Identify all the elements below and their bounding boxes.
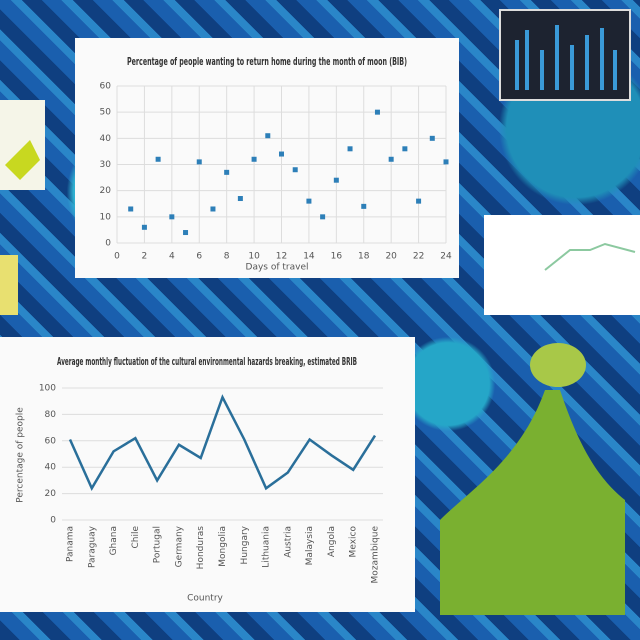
point xyxy=(183,230,189,236)
x-tick-label: Hungary xyxy=(240,525,250,564)
x-tick-label: Lithuania xyxy=(262,526,272,568)
x-tick-label: 24 xyxy=(440,252,452,262)
y-tick-label: 0 xyxy=(50,516,56,526)
x-tick-label: Panama xyxy=(66,526,76,562)
point xyxy=(320,214,326,220)
x-tick-label: 14 xyxy=(303,252,315,262)
point xyxy=(333,177,339,183)
small-panel xyxy=(484,215,640,315)
left-shape xyxy=(5,140,40,180)
x-tick-label: Mozambique xyxy=(371,526,381,584)
y-tick-label: 80 xyxy=(45,410,57,420)
point xyxy=(429,135,435,141)
x-tick-label: 12 xyxy=(276,252,287,262)
x-tick-label: 10 xyxy=(248,252,260,262)
x-tick-label: Mexico xyxy=(349,526,359,558)
y-tick-label: 20 xyxy=(45,489,57,499)
y-tick-label: 60 xyxy=(45,436,57,446)
y-tick-label: 50 xyxy=(100,108,112,118)
x-tick-label: 0 xyxy=(114,252,120,262)
dark-panel xyxy=(499,9,631,101)
y-tick-label: 60 xyxy=(100,82,112,92)
x-tick-label: 20 xyxy=(385,252,397,262)
point xyxy=(361,203,367,209)
plant-cap xyxy=(530,343,586,387)
point xyxy=(402,146,408,152)
point xyxy=(224,169,230,175)
scatter-title: Percentage of people wanting to return h… xyxy=(127,55,407,68)
point xyxy=(169,214,175,220)
line-title: Average monthly fluctuation of the cultu… xyxy=(57,355,357,368)
point xyxy=(251,156,257,162)
x-tick-label: Chile xyxy=(131,526,141,549)
x-tick-label: Germany xyxy=(174,525,184,567)
point xyxy=(237,196,243,202)
x-tick-label: Paraguay xyxy=(87,525,97,568)
scatter-panel xyxy=(75,38,459,278)
y-tick-label: 10 xyxy=(100,212,112,222)
x-tick-label: Portugal xyxy=(153,526,163,563)
x-tick-label: 18 xyxy=(358,252,370,262)
point xyxy=(196,159,202,165)
point xyxy=(292,167,298,173)
x-tick-label: 6 xyxy=(196,252,202,262)
x-tick-label: 22 xyxy=(413,252,424,262)
x-tick-label: 8 xyxy=(224,252,230,262)
y-tick-label: 40 xyxy=(45,463,57,473)
y-tick-label: 0 xyxy=(105,239,111,249)
small-line xyxy=(544,242,636,271)
left-panel-2 xyxy=(0,255,18,315)
x-tick-label: Ghana xyxy=(109,526,119,555)
x-tick-label: Angola xyxy=(327,526,337,557)
x-axis-label: Country xyxy=(187,594,223,604)
x-tick-label: Mongolia xyxy=(218,526,228,567)
plant-body xyxy=(440,390,625,615)
y-tick-label: 20 xyxy=(100,186,112,196)
point xyxy=(265,133,271,139)
x-tick-label: 16 xyxy=(331,252,343,262)
x-tick-label: 4 xyxy=(169,252,175,262)
line xyxy=(68,394,377,492)
point xyxy=(155,156,161,162)
point xyxy=(141,224,147,230)
point xyxy=(279,151,284,157)
x-axis-label: Days of travel xyxy=(246,263,309,273)
point xyxy=(374,109,380,115)
y-tick-label: 100 xyxy=(39,384,56,394)
y-tick-label: 30 xyxy=(100,160,112,170)
x-tick-label: Austria xyxy=(283,526,293,558)
y-axis-label: Percentage of people xyxy=(16,407,26,503)
point xyxy=(443,159,449,165)
point xyxy=(128,206,134,212)
y-tick-label: 40 xyxy=(100,134,112,144)
line-panel xyxy=(0,337,415,612)
dark-bars xyxy=(515,25,617,90)
point xyxy=(347,146,353,152)
point xyxy=(306,198,312,204)
x-tick-label: Malaysia xyxy=(305,526,315,565)
x-tick-label: 2 xyxy=(142,252,148,262)
point xyxy=(210,206,216,212)
point xyxy=(416,198,422,204)
point xyxy=(388,156,394,162)
x-tick-label: Honduras xyxy=(196,526,206,570)
